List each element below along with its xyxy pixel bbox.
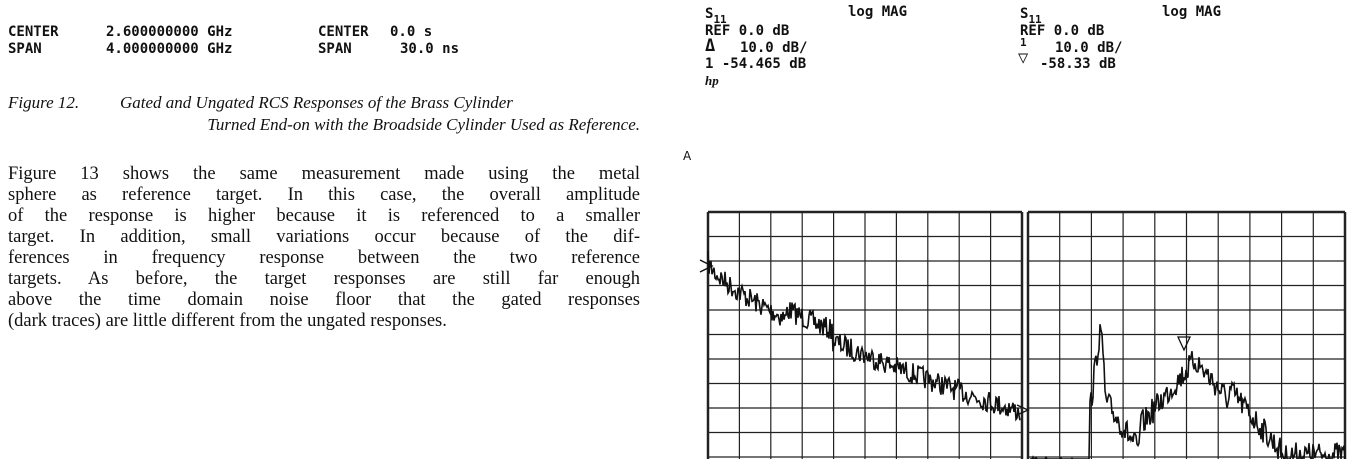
value: 0.0 s	[390, 24, 433, 40]
paragraph-line: targets. As before, the target responses…	[8, 269, 640, 289]
marker	[1176, 336, 1192, 352]
trace	[1030, 324, 1346, 459]
marker	[1016, 404, 1030, 416]
marker-readout: -58.33 dB	[1040, 56, 1116, 72]
label: SPAN	[8, 41, 42, 57]
marker-number: 1	[1020, 36, 1027, 49]
value: 2.600000000 GHz	[106, 24, 233, 40]
logo: hp	[705, 73, 719, 88]
param-sub: 11	[1028, 13, 1042, 26]
format: log MAG	[848, 4, 908, 20]
marker	[699, 259, 714, 273]
marker-symbol: Δ	[705, 36, 716, 56]
marker-readout: 1 -54.465 dB	[705, 56, 807, 72]
trace	[707, 250, 1021, 422]
param-sub: 11	[713, 13, 727, 26]
value: 4.000000000 GHz	[106, 41, 233, 57]
paragraph-line: of the response is higher because it is …	[8, 206, 640, 226]
caption-line: Gated and Ungated RCS Responses of the B…	[120, 93, 513, 112]
caption-label: Figure 12.	[8, 93, 80, 112]
param-name: S	[1020, 6, 1029, 22]
caption-line: Turned End-on with the Broadside Cylinde…	[207, 115, 640, 134]
scale: 10.0 dB/	[1055, 40, 1123, 56]
paragraph-line: Figure 13 shows the same measurement mad…	[8, 164, 640, 184]
label: CENTER	[318, 24, 369, 40]
paragraph-line: target. In addition, small variations oc…	[8, 227, 640, 247]
paragraph-line: sphere as reference target. In this case…	[8, 185, 640, 205]
scale: 10.0 dB/	[740, 40, 808, 56]
reference: REF 0.0 dB	[705, 23, 790, 39]
panel-label: A	[683, 149, 692, 163]
param: S11	[705, 6, 727, 26]
reference: REF 0.0 dB	[1020, 23, 1105, 39]
label: CENTER	[8, 24, 59, 40]
format: log MAG	[1162, 4, 1222, 20]
value: 30.0 ns	[400, 41, 460, 57]
param-name: S	[705, 6, 714, 22]
paragraph-line: above the time domain noise floor that t…	[8, 290, 640, 310]
label: SPAN	[318, 41, 352, 57]
param: S11	[1020, 6, 1042, 26]
marker-symbol: ▽	[1018, 48, 1029, 68]
paragraph-line: (dark traces) are little different from …	[8, 311, 447, 331]
paragraph-line: ferences in frequency response between t…	[8, 248, 640, 268]
